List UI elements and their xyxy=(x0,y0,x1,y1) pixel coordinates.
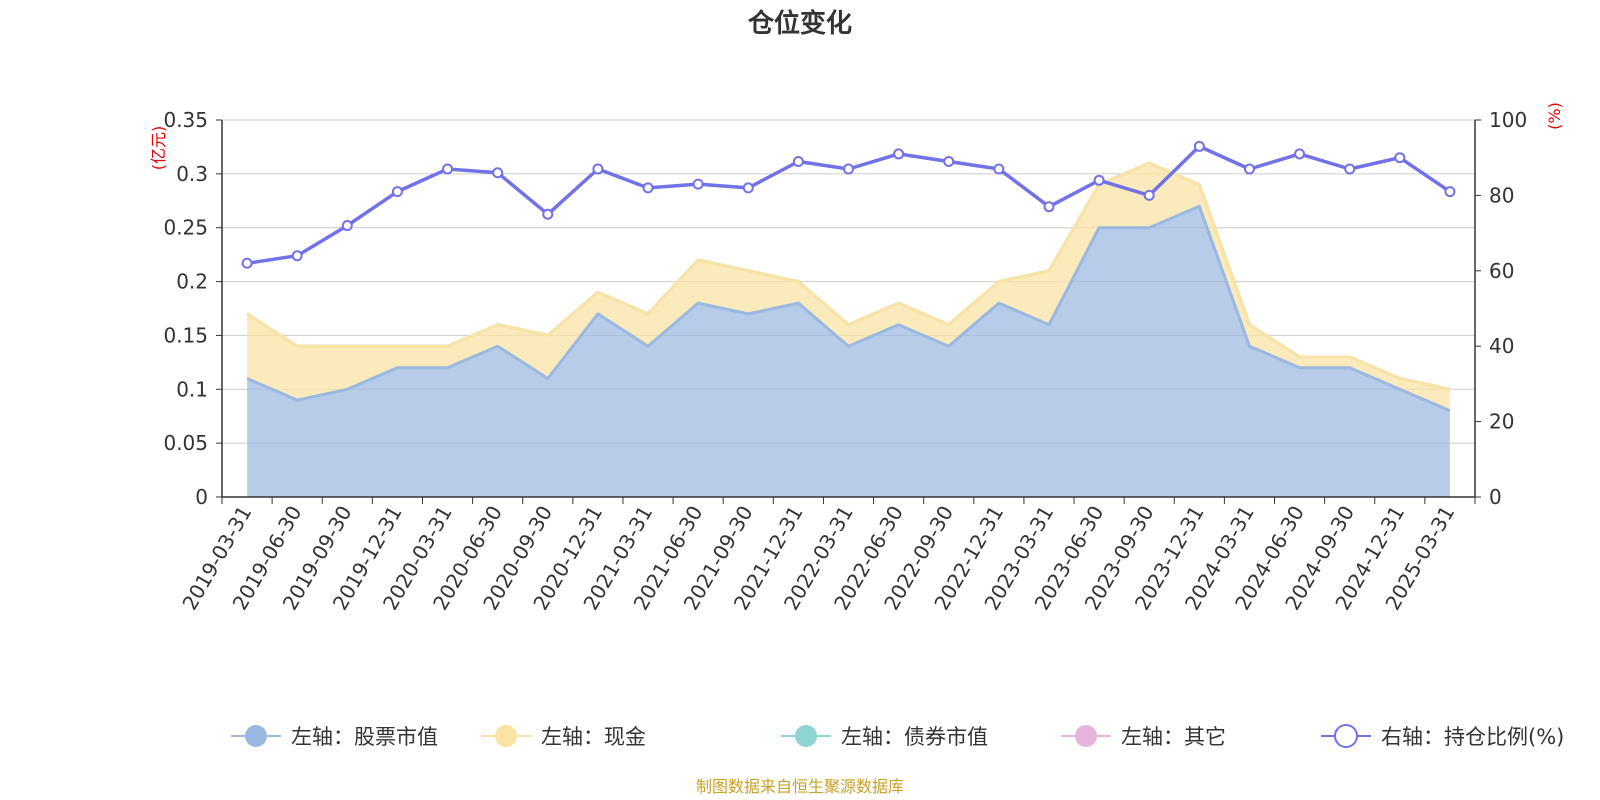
left-axis-unit: (亿元) xyxy=(149,126,168,171)
right-tick-label: 100 xyxy=(1489,108,1527,132)
data-source-note: 制图数据来自恒生聚源数据库 xyxy=(696,777,904,796)
legend-marker xyxy=(1334,724,1358,748)
legend-item: 左轴：股票市值 xyxy=(231,725,438,749)
ratio-point xyxy=(542,208,554,220)
ratio-point xyxy=(642,182,654,194)
left-tick-label: 0.15 xyxy=(163,323,208,347)
chart-title: 仓位变化 xyxy=(747,8,852,39)
left-tick-label: 0.3 xyxy=(176,162,208,186)
ratio-point xyxy=(241,257,253,269)
legend-marker xyxy=(1075,725,1097,747)
right-axis-unit: (%) xyxy=(1545,102,1564,130)
left-tick-label: 0.25 xyxy=(163,216,208,240)
legend-marker xyxy=(495,725,517,747)
area-左轴：现金 xyxy=(247,163,1450,411)
area-左轴：股票市值 xyxy=(247,206,1450,497)
ratio-point xyxy=(391,186,403,198)
ratio-point xyxy=(1143,189,1155,201)
left-tick-label: 0.35 xyxy=(163,108,208,132)
ratio-point xyxy=(341,220,353,232)
right-tick-label: 0 xyxy=(1489,485,1502,509)
ratio-point xyxy=(792,155,804,167)
ratio-point xyxy=(742,182,754,194)
left-tick-label: 0 xyxy=(195,485,208,509)
ratio-point xyxy=(993,163,1005,175)
right-tick-label: 60 xyxy=(1489,259,1514,283)
left-tick-label: 0.05 xyxy=(163,431,208,455)
right-tick-label: 80 xyxy=(1489,183,1514,207)
ratio-point xyxy=(692,178,704,190)
ratio-point xyxy=(1394,152,1406,164)
ratio-point xyxy=(1444,186,1456,198)
ratio-point xyxy=(943,155,955,167)
legend-label: 左轴：其它 xyxy=(1121,725,1226,749)
legend: 左轴：股票市值 左轴：现金 左轴：债券市值 左轴：其它 右轴：持仓比例(%) xyxy=(231,724,1564,749)
ratio-point xyxy=(1193,140,1205,152)
ratio-point xyxy=(1294,148,1306,160)
legend-label: 右轴：持仓比例(%) xyxy=(1381,725,1564,749)
ratio-point xyxy=(893,148,905,160)
right-tick-label: 20 xyxy=(1489,410,1514,434)
legend-marker xyxy=(245,725,267,747)
ratio-point xyxy=(1243,163,1255,175)
ratio-point xyxy=(592,163,604,175)
legend-label: 左轴：债券市值 xyxy=(841,725,988,749)
ratio-point xyxy=(442,163,454,175)
legend-item: 左轴：现金 xyxy=(481,725,646,749)
left-tick-label: 0.2 xyxy=(176,270,208,294)
ratio-line-series xyxy=(241,140,1456,269)
ratio-point xyxy=(1043,201,1055,213)
legend-marker xyxy=(795,725,817,747)
ratio-point xyxy=(1344,163,1356,175)
legend-label: 左轴：股票市值 xyxy=(291,725,438,749)
ratio-point xyxy=(492,167,504,179)
legend-item: 左轴：债券市值 xyxy=(781,725,988,749)
area-series xyxy=(246,161,1451,497)
left-tick-label: 0.1 xyxy=(176,377,208,401)
area-edge-左轴：现金 xyxy=(246,161,1451,391)
ratio-point xyxy=(843,163,854,175)
right-tick-label: 40 xyxy=(1489,334,1514,358)
area-edge-左轴：股票市值 xyxy=(246,204,1451,413)
legend-item: 左轴：其它 xyxy=(1061,725,1226,749)
ratio-point xyxy=(1093,174,1105,186)
legend-label: 左轴：现金 xyxy=(541,725,646,749)
legend-item: 右轴：持仓比例(%) xyxy=(1321,724,1564,749)
ratio-point xyxy=(291,250,303,262)
